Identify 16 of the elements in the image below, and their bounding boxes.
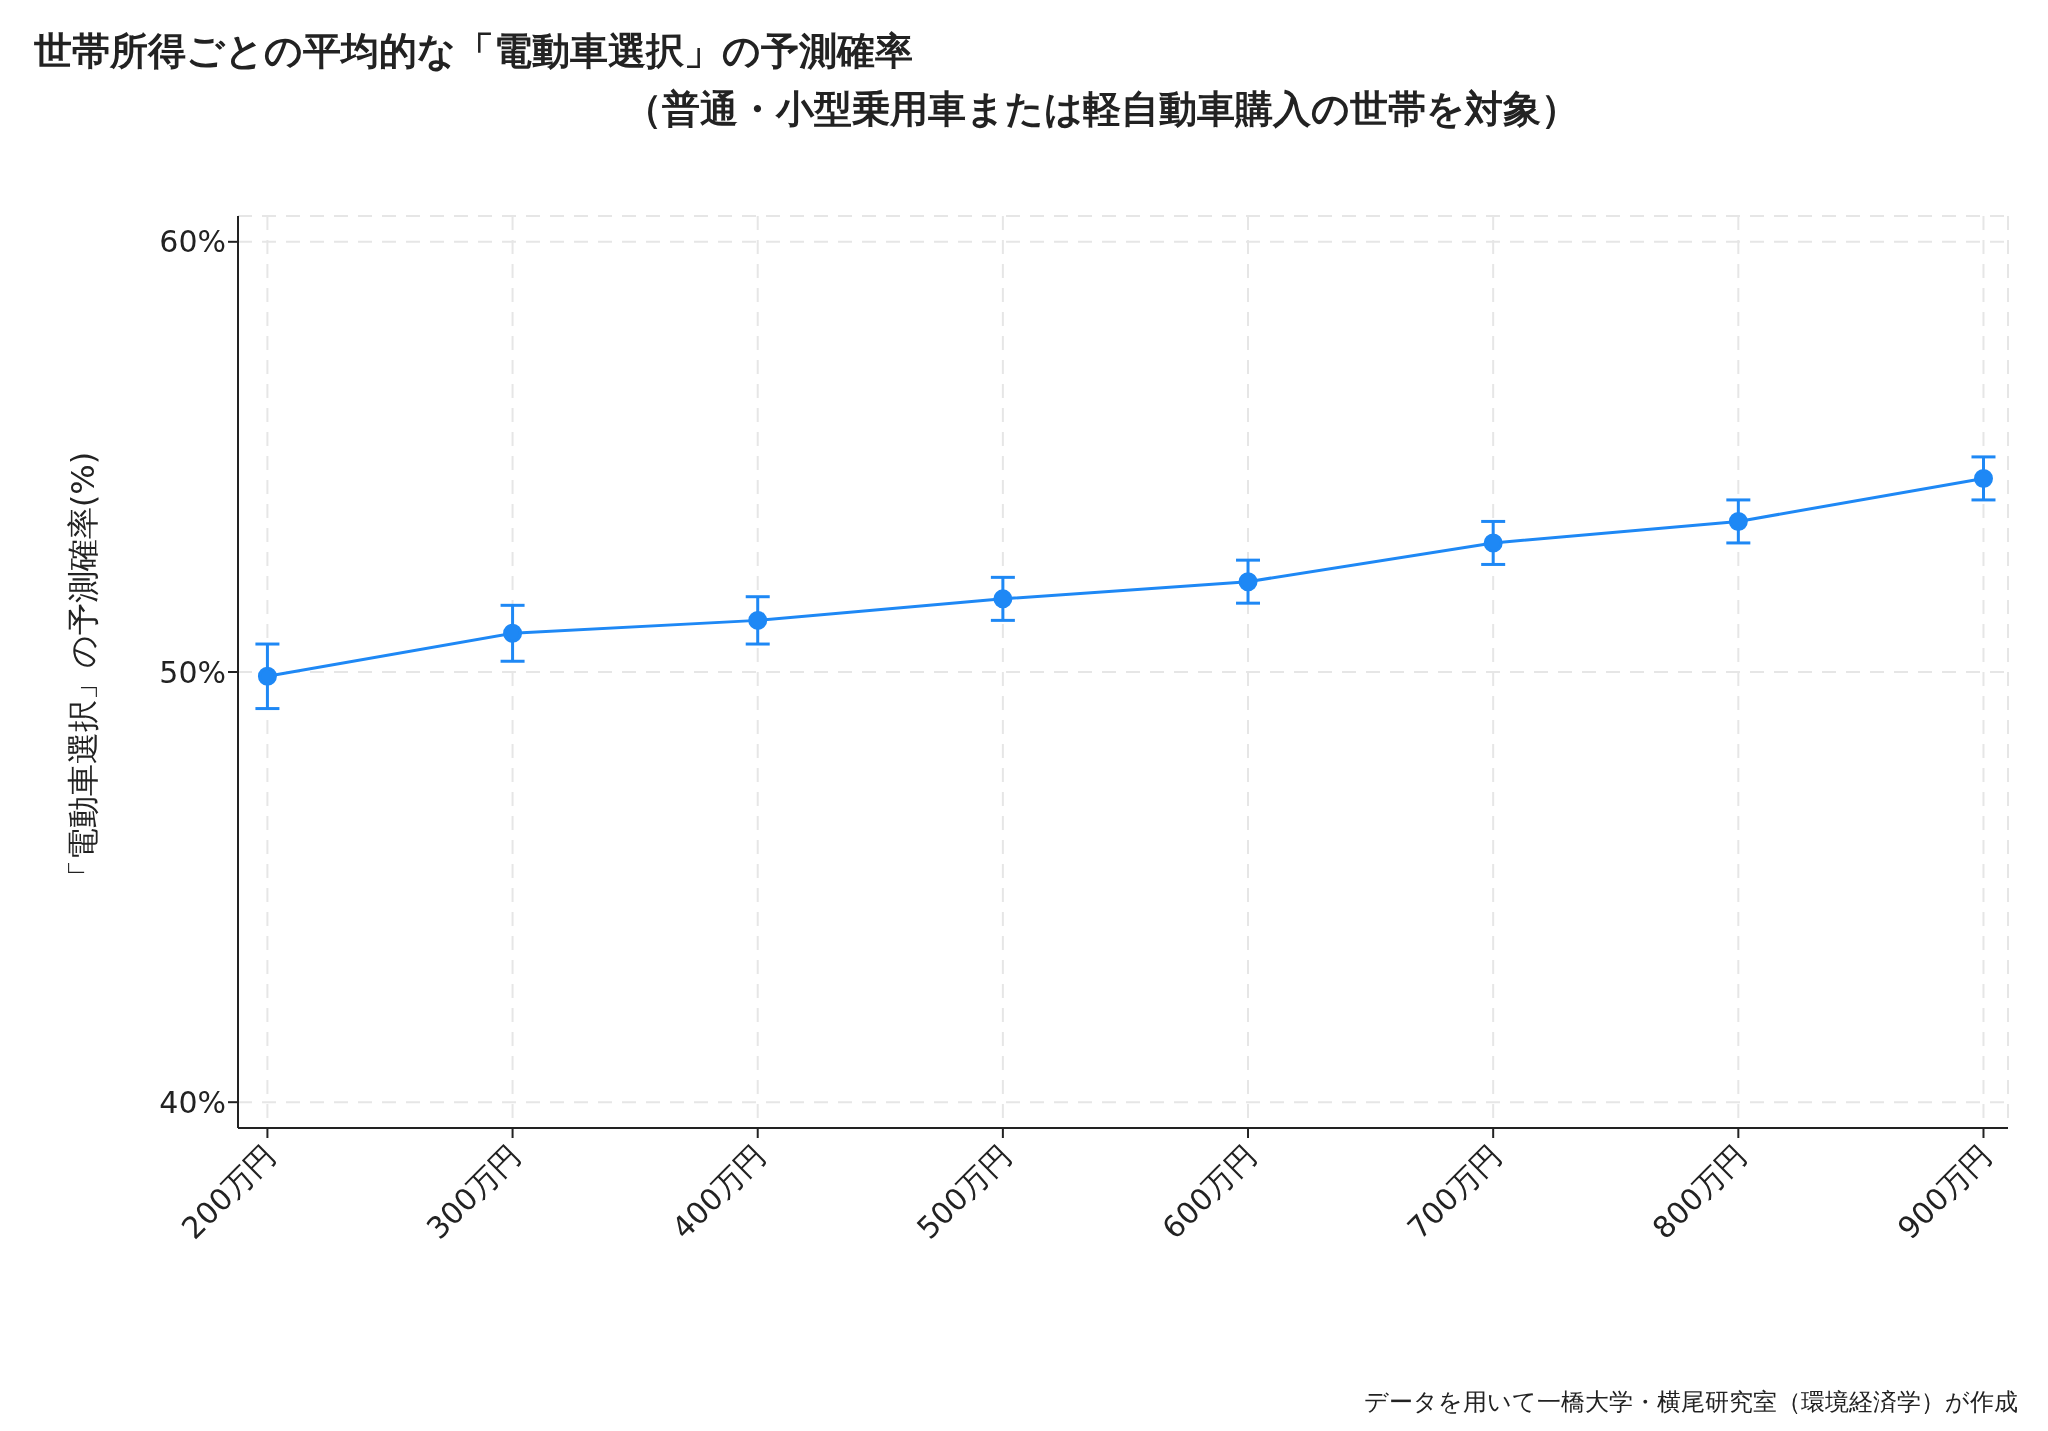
point xyxy=(503,623,523,643)
point xyxy=(1973,468,1993,488)
y-axis-title: 「電動車選択」の予測確率(%) xyxy=(64,451,103,893)
point xyxy=(993,589,1013,609)
point xyxy=(1483,533,1503,553)
y-tick-label: 60% xyxy=(159,224,226,260)
point xyxy=(1728,511,1748,531)
y-tick-label: 40% xyxy=(159,1084,226,1120)
y-tick-label: 50% xyxy=(159,654,226,690)
text: データを用いて一橋大学・横尾研究室（環境経済学）が作成 xyxy=(1364,1387,2018,1418)
point xyxy=(1238,572,1258,592)
chart-subtitle: （普通・小型乗用車または軽自動車購入の世帯を対象） xyxy=(623,86,1579,133)
point xyxy=(748,610,768,630)
chart-title: 世帯所得ごとの平均的な「電動車選択」の予測確率 xyxy=(34,28,914,75)
x-tick-label: 700万円 xyxy=(1400,1138,1509,1246)
point xyxy=(257,666,277,686)
